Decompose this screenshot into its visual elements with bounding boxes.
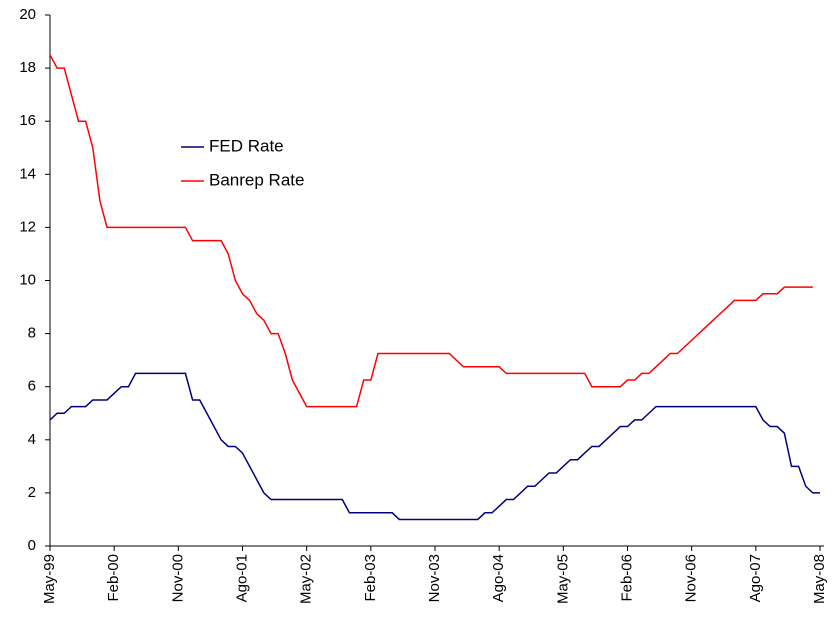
y-tick-label: 12 xyxy=(19,218,36,235)
x-tick-label: Nov-06 xyxy=(683,554,700,602)
x-tick-label: Ago-07 xyxy=(747,554,764,602)
y-tick-label: 10 xyxy=(19,271,36,288)
series-line xyxy=(49,372,820,521)
x-tick-label: Nov-00 xyxy=(169,554,186,602)
y-tick-label: 8 xyxy=(28,325,36,342)
x-tick-label: May-05 xyxy=(554,554,571,604)
legend-label: Banrep Rate xyxy=(209,170,304,189)
y-tick-label: 0 xyxy=(28,537,36,554)
y-tick-label: 14 xyxy=(19,165,36,182)
x-tick-label: Ago-04 xyxy=(490,554,507,602)
y-tick-label: 6 xyxy=(28,378,36,395)
legend-label: FED Rate xyxy=(209,136,284,155)
x-tick-label: May-99 xyxy=(41,554,58,604)
x-tick-label: May-02 xyxy=(298,554,315,604)
x-tick-label: May-08 xyxy=(811,554,828,604)
x-tick-label: Ago-01 xyxy=(233,554,250,602)
x-tick-label: Feb-03 xyxy=(362,554,379,602)
y-tick-label: 16 xyxy=(19,112,36,129)
x-tick-label: Nov-03 xyxy=(426,554,443,602)
y-tick-label: 20 xyxy=(19,6,36,23)
y-tick-label: 18 xyxy=(19,59,36,76)
y-tick-label: 2 xyxy=(28,484,36,501)
series-line xyxy=(49,54,813,408)
x-tick-label: Feb-06 xyxy=(618,554,635,602)
y-tick-label: 4 xyxy=(28,431,36,448)
x-tick-label: Feb-00 xyxy=(105,554,122,602)
